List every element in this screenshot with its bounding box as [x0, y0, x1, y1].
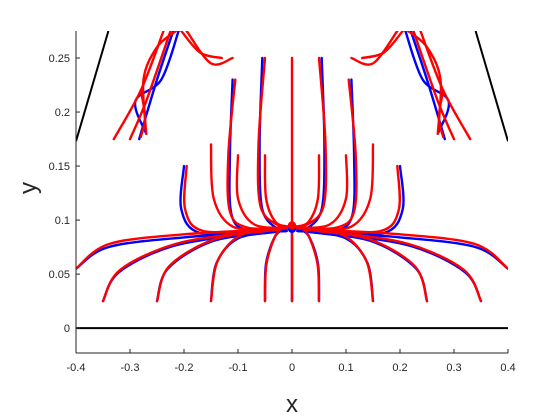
x-tick-label: 0: [289, 362, 295, 374]
red-trajectory: [235, 154, 288, 229]
red-trajectory: [139, 89, 147, 139]
blue-trajectory: [76, 229, 288, 270]
axes: [75, 31, 509, 354]
red-trajectory: [128, 31, 172, 141]
blue-trajectory: [209, 229, 288, 303]
y-tick-label: 0: [64, 323, 70, 335]
x-tick-label: -0.4: [67, 362, 86, 374]
y-tick-label: 0.15: [49, 161, 70, 173]
right-wall-line: [474, 31, 508, 142]
red-trajectory: [295, 143, 375, 231]
x-axis-label: x: [286, 391, 298, 418]
red-trajectory: [412, 31, 456, 141]
red-trajectory: [185, 31, 234, 66]
red-trajectory: [295, 226, 321, 303]
red-trajectory: [297, 78, 358, 231]
red-trajectory: [350, 31, 399, 66]
y-tick-label: 0.05: [49, 269, 70, 281]
x-tick-label: 0.3: [446, 362, 461, 374]
blue-trajectory: [263, 228, 288, 303]
red-trajectory: [263, 226, 289, 303]
tick-labels: -0.4 -0.3 -0.2 -0.1 0 0.1 0.2 0.3 0.4 0 0.05 0.1 0.1…: [49, 53, 516, 374]
blue-trajectory: [296, 228, 321, 303]
x-tick-label: -0.1: [229, 362, 248, 374]
red-trajectory: [296, 154, 349, 229]
red-trajectory: [180, 31, 223, 60]
red-trajectory: [263, 154, 291, 228]
x-tick-label: 0.2: [392, 362, 407, 374]
y-tick-label: 0.2: [55, 107, 70, 119]
x-tick-label: 0.4: [500, 362, 515, 374]
y-tick-label: 0.1: [55, 215, 70, 227]
red-trajectory: [226, 78, 287, 231]
red-trajectory: [437, 89, 445, 139]
red-trajectory: [302, 56, 328, 228]
y-axis-label: y: [15, 182, 42, 194]
x-tick-label: 0.1: [338, 362, 353, 374]
blue-trajectory: [296, 229, 508, 270]
red-trajectory: [361, 31, 404, 60]
left-wall-line: [76, 31, 110, 142]
x-tick-label: -0.3: [121, 362, 140, 374]
red-trajectory: [293, 154, 321, 228]
red-trajectory: [256, 56, 282, 228]
plot-area: [76, 31, 508, 330]
fixed-point-marker: [287, 221, 297, 230]
x-tick-label: -0.2: [175, 362, 194, 374]
y-tick-label: 0.25: [49, 53, 70, 65]
blue-trajectory: [296, 229, 375, 303]
red-trajectory: [209, 143, 289, 231]
